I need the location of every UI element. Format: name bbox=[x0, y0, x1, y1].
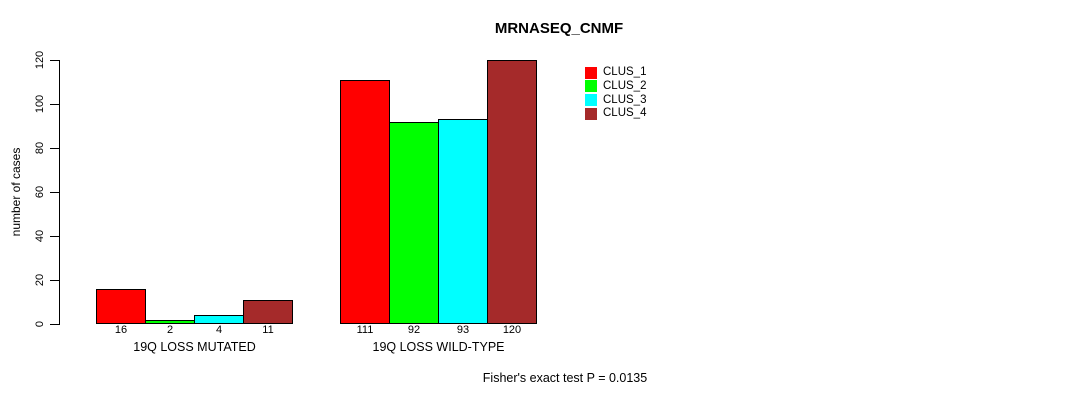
bar-value-label: 11 bbox=[262, 324, 274, 336]
y-axis-tick-label: 120 bbox=[34, 50, 46, 70]
legend-label: CLUS_3 bbox=[603, 93, 647, 106]
y-axis-tick-label: 0 bbox=[34, 320, 46, 328]
y-axis-tick-label: 40 bbox=[34, 229, 46, 243]
bar-value-label: 92 bbox=[407, 324, 421, 336]
bar-value-label: 2 bbox=[166, 324, 174, 336]
bar-clus_1-2 bbox=[340, 79, 390, 324]
legend-label: CLUS_1 bbox=[603, 66, 647, 78]
legend-item: CLUS_1 bbox=[585, 66, 646, 79]
y-axis-tick bbox=[50, 104, 59, 105]
annotation-text: Fisher's exact test P = 0.0135 bbox=[482, 371, 648, 385]
legend-label: CLUS_2 bbox=[603, 79, 647, 92]
bar-value-label: 93 bbox=[456, 324, 470, 336]
bar-clus_2-2 bbox=[389, 121, 439, 324]
y-axis-tick bbox=[50, 192, 59, 193]
legend-item: CLUS_4 bbox=[585, 107, 646, 120]
bar-value-label: 111 bbox=[356, 324, 374, 336]
y-axis-tick-label: 20 bbox=[34, 273, 46, 287]
bar-clus_4-2 bbox=[487, 60, 537, 324]
legend-item: CLUS_2 bbox=[585, 80, 646, 93]
legend-swatch-clus_4 bbox=[585, 107, 597, 120]
y-axis-tick-label: 100 bbox=[34, 94, 46, 114]
y-axis-line bbox=[59, 60, 60, 325]
bar-clus_3-2 bbox=[438, 119, 488, 324]
legend-item: CLUS_3 bbox=[585, 94, 646, 107]
group-label: 19Q LOSS MUTATED bbox=[133, 340, 256, 354]
bar-value-label: 16 bbox=[114, 324, 128, 336]
y-axis-tick bbox=[50, 148, 59, 149]
legend-swatch-clus_1 bbox=[585, 66, 597, 79]
legend-swatch-clus_3 bbox=[585, 94, 597, 107]
chart-title: MRNASEQ_CNMF bbox=[494, 20, 624, 37]
y-axis-tick bbox=[50, 236, 59, 237]
y-axis-tick-label: 60 bbox=[34, 185, 46, 199]
bar-clus_3-1 bbox=[194, 315, 244, 324]
y-axis-tick-label: 80 bbox=[34, 141, 46, 155]
y-axis-tick bbox=[50, 60, 59, 61]
y-axis-tick bbox=[50, 324, 59, 325]
y-axis-tick bbox=[50, 280, 59, 281]
bar-clus_4-1 bbox=[243, 299, 293, 324]
legend-label: CLUS_4 bbox=[603, 107, 647, 120]
group-label: 19Q LOSS WILD-TYPE bbox=[372, 340, 505, 354]
y-axis-label: number of cases bbox=[9, 147, 23, 237]
legend-swatch-clus_2 bbox=[585, 80, 597, 93]
bar-value-label: 4 bbox=[215, 324, 223, 336]
bar-value-label: 120 bbox=[502, 324, 522, 336]
bar-clus_1-1 bbox=[96, 288, 146, 324]
